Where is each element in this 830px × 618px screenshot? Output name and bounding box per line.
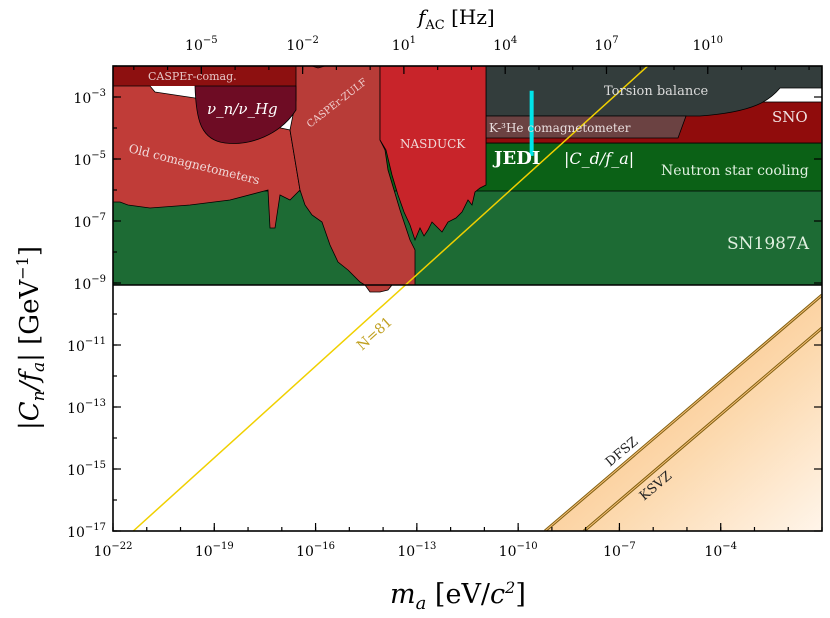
label-torsion-balance: Torsion balance	[604, 84, 708, 99]
label-neutron-star-cooling: Neutron star cooling	[661, 163, 809, 179]
y-tick-label: 10−15	[67, 460, 106, 479]
y-tick-label: 10−3	[73, 88, 106, 107]
label-sn1987a: SN1987A	[727, 234, 810, 254]
top-axis-title: fAC [Hz]	[416, 5, 495, 33]
top-tick-label: 104	[493, 35, 517, 54]
y-tick-label: 10−11	[67, 336, 106, 355]
region-nun-nuhg	[194, 85, 297, 144]
top-tick-label: 10−2	[286, 35, 319, 54]
region-sn1987a	[113, 191, 822, 285]
region-nasduck	[379, 66, 487, 242]
y-tick-label: 10−9	[73, 274, 106, 293]
label-nasduck: NASDUCK	[400, 137, 466, 151]
ksvz-line-inner	[583, 327, 822, 531]
n81-line	[132, 66, 649, 531]
x-tick-label: 10−19	[195, 541, 234, 560]
plot-area	[113, 66, 822, 531]
label-jedi: JEDI	[492, 148, 540, 169]
top-tick-label: 10−5	[185, 35, 218, 54]
x-tick-label: 10−4	[704, 541, 737, 560]
y-tick-label: 10−7	[73, 212, 106, 231]
ticks: 10−22 10−19 10−16 10−13 10−10 10−7 10−4 10−17 10…	[67, 35, 823, 560]
y-tick-label: 10−13	[67, 398, 106, 417]
dfsz-line-inner	[544, 294, 822, 531]
x-axis-title: ma [eV/c2]	[390, 578, 526, 614]
label-jedi-coupling: |C_d/f_a|	[564, 149, 634, 168]
label-nun-nuhg: ν_n/ν_Hg	[207, 100, 278, 118]
x-tick-label: 10−16	[296, 541, 335, 560]
y-tick-label: 10−5	[73, 150, 106, 169]
x-tick-label: 10−10	[499, 541, 538, 560]
top-tick-label: 107	[594, 35, 618, 54]
region-torsion-balance	[485, 66, 822, 117]
label-k3he: K-³He comagnetometer	[489, 121, 631, 135]
label-sno: SNO	[772, 108, 808, 126]
label-casper-comag: CASPEr-comag.	[148, 70, 237, 83]
x-tick-label: 10−13	[397, 541, 436, 560]
label-n81: N=81	[354, 314, 396, 354]
top-tick-label: 101	[392, 35, 416, 54]
x-tick-label: 10−22	[94, 541, 133, 560]
x-tick-label: 10−7	[603, 541, 636, 560]
top-tick-label: 1010	[692, 35, 723, 54]
y-axis-title: |Cn/fa| [GeV−1]	[13, 246, 49, 430]
y-tick-label: 10−17	[67, 522, 106, 541]
plot-frame	[112, 65, 823, 532]
